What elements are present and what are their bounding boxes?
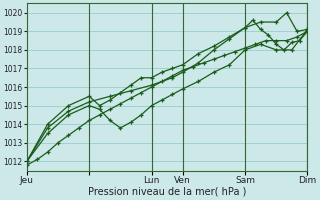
- X-axis label: Pression niveau de la mer( hPa ): Pression niveau de la mer( hPa ): [88, 187, 246, 197]
